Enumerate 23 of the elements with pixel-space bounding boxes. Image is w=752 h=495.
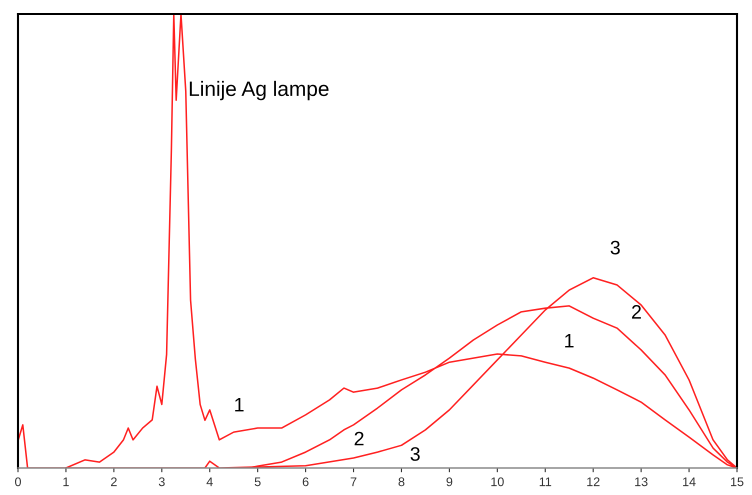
x-tick-label: 6 [302,477,309,486]
series-label: 3 [410,447,420,461]
x-tick-label: 3 [158,477,165,486]
x-tick-label: 10 [491,477,504,486]
x-tick-label: 2 [111,477,117,486]
x-tick-label: 12 [587,477,600,486]
x-tick-label: 14 [683,477,696,486]
x-tick-label: 8 [398,477,404,486]
series-label: 2 [354,432,364,446]
series-label: 1 [235,398,244,412]
x-tick-label: 4 [206,477,213,486]
x-tick-label: 9 [446,477,452,486]
x-tick-label: 7 [350,477,356,486]
x-tick-label: 15 [731,477,744,486]
x-tick-label: 13 [635,477,648,486]
x-tick-label: 11 [540,477,552,486]
x-tick-label: 0 [15,477,21,486]
text: 3 [610,240,620,254]
annotation: Linije Ag lampe [190,80,329,100]
x-tick-label: 1 [63,477,69,486]
text: 1 [565,334,574,348]
x-tick-label: 5 [254,477,261,486]
text: 2 [632,305,641,319]
